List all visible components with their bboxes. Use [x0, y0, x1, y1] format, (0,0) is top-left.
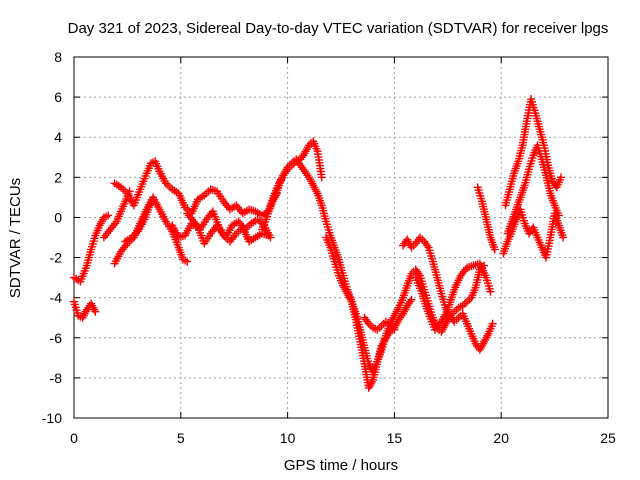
y-tick-labels: -10 -8 -6 -4 -2 0 2 4 6 8 [42, 49, 62, 426]
data-point [559, 233, 568, 242]
y-tick-label: 4 [54, 129, 62, 145]
axis-ticks [73, 56, 609, 419]
data-point [490, 245, 499, 254]
y-tick-label: 0 [54, 209, 62, 225]
data-point [104, 211, 113, 220]
x-tick-label: 25 [600, 430, 616, 446]
data-points [70, 95, 568, 392]
data-point [91, 307, 100, 316]
y-tick-label: 8 [54, 49, 62, 65]
data-point [390, 325, 399, 334]
y-tick-label: -10 [42, 410, 62, 426]
y-tick-label: 2 [54, 169, 62, 185]
x-tick-labels: 0 5 10 15 20 25 [70, 430, 616, 446]
x-tick-label: 10 [280, 430, 296, 446]
data-point [183, 257, 192, 266]
data-point [266, 233, 275, 242]
data-point [488, 319, 497, 328]
x-tick-label: 20 [493, 430, 509, 446]
x-tick-label: 15 [387, 430, 403, 446]
x-tick-label: 0 [70, 430, 78, 446]
data-point [486, 287, 495, 296]
data-point [557, 173, 566, 182]
data-point [149, 195, 158, 204]
y-axis-label: SDTVAR / TECUs [7, 178, 24, 298]
x-tick-label: 5 [177, 430, 185, 446]
data-point [554, 211, 563, 220]
chart-title: Day 321 of 2023, Sidereal Day-to-day VTE… [68, 20, 609, 37]
data-point [407, 295, 416, 304]
y-tick-label: 6 [54, 89, 62, 105]
data-point [317, 173, 326, 182]
y-tick-label: -4 [50, 290, 63, 306]
y-tick-label: -8 [50, 370, 63, 386]
x-axis-label: GPS time / hours [284, 457, 398, 474]
plot-frame [73, 56, 609, 419]
y-tick-label: -2 [50, 250, 63, 266]
y-tick-label: -6 [50, 330, 63, 346]
